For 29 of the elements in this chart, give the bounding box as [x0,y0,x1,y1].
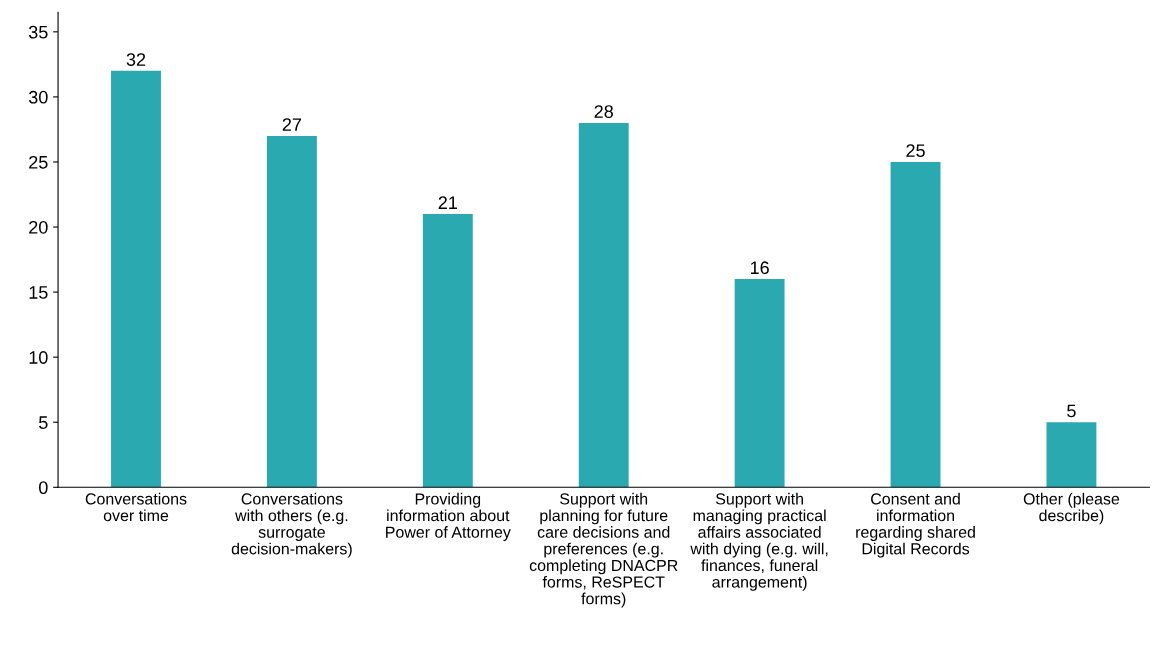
bar [111,70,161,488]
bar [1046,422,1097,488]
y-tick-label: 15 [29,286,48,299]
y-tick-label: 10 [29,351,48,364]
x-tick-label: Consent and information regarding shared Digital Records [856,492,975,558]
x-tick-label: Conversations with others (e.g. surrogate decision-makers) [231,492,352,558]
data-label: 28 [594,105,613,118]
bar [266,135,317,488]
bar [734,279,785,488]
data-label: 27 [282,118,302,131]
x-tick-label: Other (please describe) [1023,492,1120,525]
x-tick-label: Conversations over time [85,492,187,522]
x-tick-label: Support with planning for future care decisions and preferences (e.g. completing DNACPR forms, ReSPECT forms) [529,492,678,608]
data-label: 32 [126,53,146,66]
y-tick-label: 0 [38,481,48,495]
y-tick-label: 20 [29,220,48,234]
data-label: 21 [438,196,457,209]
y-tick-label: 5 [39,416,48,429]
data-label: 16 [750,261,769,275]
data-label: 25 [906,144,925,158]
x-tick-label: Providing information about Power of Attorney [386,492,511,541]
bar [890,161,941,488]
bar [578,122,629,488]
y-tick-label: 30 [28,90,48,104]
bar [422,214,473,488]
data-label: 5 [1067,404,1076,418]
y-tick-label: 25 [29,155,48,169]
y-tick-label: 35 [28,25,48,39]
x-tick-label: Support with managing practical affairs associated with dying (e.g. will, finances, funeral arrangement) [690,492,828,591]
